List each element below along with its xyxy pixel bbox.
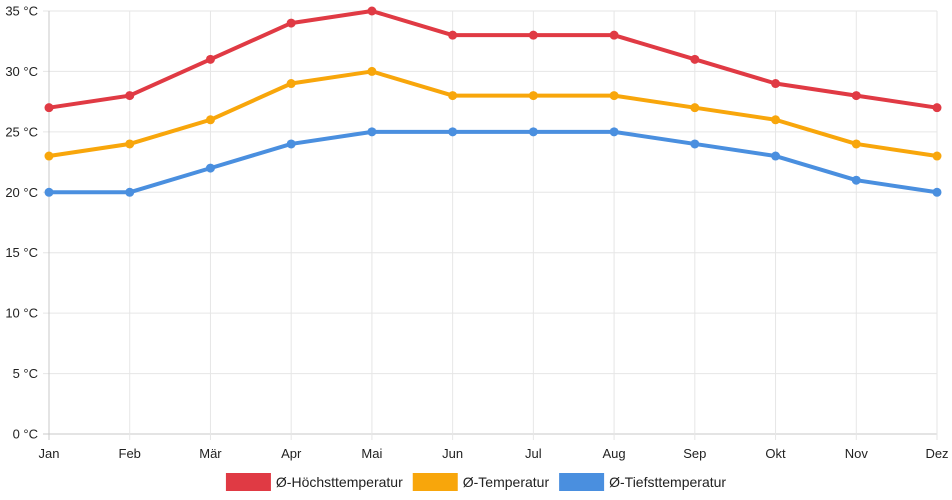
legend-label[interactable]: Ø-Tiefsttemperatur (609, 474, 726, 490)
data-point[interactable] (932, 103, 942, 113)
y-tick-label: 10 °C (5, 306, 38, 321)
data-point[interactable] (528, 30, 538, 40)
data-point[interactable] (367, 127, 377, 137)
x-tick-label: Aug (603, 446, 626, 461)
data-point[interactable] (205, 163, 215, 173)
data-point[interactable] (528, 127, 538, 137)
x-tick-label: Apr (281, 446, 302, 461)
data-point[interactable] (771, 115, 781, 125)
data-point[interactable] (690, 54, 700, 64)
y-tick-label: 30 °C (5, 64, 38, 79)
y-tick-label: 0 °C (13, 427, 38, 442)
data-point[interactable] (205, 115, 215, 125)
data-point[interactable] (125, 91, 135, 101)
data-point[interactable] (771, 79, 781, 89)
data-point[interactable] (448, 127, 458, 137)
legend: Ø-Höchsttemperatur Ø-Temperatur Ø-Tiefstte… (225, 473, 726, 491)
data-point[interactable] (851, 91, 861, 101)
data-point[interactable] (44, 103, 54, 113)
x-tick-label: Jul (525, 446, 542, 461)
x-tick-label: Dez (925, 446, 948, 461)
x-tick-label: Nov (845, 446, 869, 461)
y-tick-label: 15 °C (5, 245, 38, 260)
data-point[interactable] (367, 6, 377, 16)
x-tick-label: Mär (199, 446, 222, 461)
legend-swatch[interactable] (559, 473, 605, 491)
x-tick-label: Feb (119, 446, 141, 461)
legend-swatch[interactable] (225, 473, 271, 491)
data-point[interactable] (125, 139, 135, 149)
data-point[interactable] (286, 139, 296, 149)
data-point[interactable] (609, 91, 619, 101)
data-point[interactable] (851, 139, 861, 149)
y-axis: 0 °C 5 °C 10 °C 15 °C 20 °C 25 °C 30 °C 35 °C (5, 4, 38, 442)
legend-label[interactable]: Ø-Temperatur (463, 474, 550, 490)
data-point[interactable] (609, 127, 619, 137)
data-point[interactable] (448, 91, 458, 101)
data-point[interactable] (932, 187, 942, 197)
data-point[interactable] (851, 175, 861, 185)
data-point[interactable] (609, 30, 619, 40)
x-tick-label: Mai (361, 446, 382, 461)
data-point[interactable] (44, 151, 54, 161)
y-tick-label: 25 °C (5, 124, 38, 139)
data-point[interactable] (205, 54, 215, 64)
data-point[interactable] (528, 91, 538, 101)
data-point[interactable] (125, 187, 135, 197)
y-tick-label: 20 °C (5, 185, 38, 200)
legend-swatch[interactable] (412, 473, 458, 491)
y-tick-label: 35 °C (5, 4, 38, 19)
data-point[interactable] (286, 79, 296, 89)
data-point[interactable] (690, 103, 700, 113)
series-line-1 (47, 9, 939, 110)
data-point[interactable] (932, 151, 942, 161)
data-point[interactable] (690, 139, 700, 149)
x-tick-label: Jun (442, 446, 463, 461)
legend-label[interactable]: Ø-Höchsttemperatur (276, 474, 403, 490)
data-point[interactable] (286, 18, 296, 28)
series (44, 6, 942, 197)
y-tick-label: 5 °C (13, 366, 38, 381)
data-point[interactable] (771, 151, 781, 161)
data-point[interactable] (44, 187, 54, 197)
data-point[interactable] (448, 30, 458, 40)
series-line-2 (47, 69, 939, 159)
data-point[interactable] (367, 66, 377, 76)
x-tick-label: Sep (683, 446, 706, 461)
x-tick-label: Jan (39, 446, 60, 461)
x-axis: Jan Feb Mär Apr Mai Jun Jul Aug Sep Okt Nov Dez (39, 446, 949, 461)
x-tick-label: Okt (765, 446, 786, 461)
series-line-3 (47, 129, 939, 195)
